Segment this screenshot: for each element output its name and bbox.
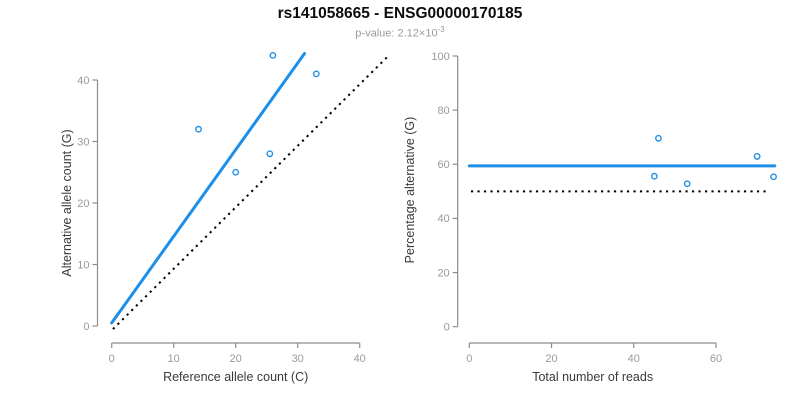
- data-point: [655, 134, 662, 142]
- fitted-line: [110, 52, 307, 325]
- y-tick-label: 10: [77, 259, 89, 271]
- data-point: [195, 125, 202, 133]
- data-point: [269, 52, 277, 59]
- y-tick-label: 20: [77, 198, 89, 210]
- y-tick-label: 40: [77, 75, 89, 87]
- x-tick-label: 20: [545, 353, 557, 365]
- y-tick-label: 60: [437, 159, 449, 171]
- x-tick-label: 30: [292, 353, 304, 365]
- pvalue-text: p-value: 2.12×10: [355, 27, 438, 40]
- data-point: [683, 180, 691, 188]
- data-point: [266, 150, 274, 158]
- y-tick-label: 0: [83, 321, 89, 333]
- y-tick-label: 100: [431, 51, 449, 63]
- y-axis-title: Alternative allele count (G): [60, 129, 74, 276]
- data-point: [312, 70, 320, 78]
- data-point: [232, 168, 240, 176]
- x-tick-label: 0: [109, 353, 115, 365]
- x-tick-label: 10: [168, 353, 180, 365]
- x-tick-label: 0: [466, 353, 472, 365]
- x-tick-label: 40: [354, 353, 366, 365]
- figure-header: rs141058665 - ENSG00000170185 p-value: 2…: [0, 4, 800, 41]
- data-point: [650, 172, 658, 180]
- data-point: [770, 173, 777, 181]
- data-point: [753, 153, 761, 160]
- x-tick-label: 40: [628, 353, 640, 365]
- x-tick-label: 20: [230, 353, 242, 365]
- y-tick-label: 30: [77, 136, 89, 148]
- pvalue-exponent: -3: [437, 25, 445, 34]
- x-axis-title: Reference allele count (C): [163, 370, 308, 384]
- identity-line: [112, 55, 389, 330]
- allele-counts-scatter: 0 10 20 30 40 0 10 20 30 40 Reference allele count…: [60, 52, 389, 384]
- y-tick-label: 20: [437, 267, 449, 279]
- x-tick-label: 60: [710, 353, 722, 365]
- y-axis-title: Percentage alternative (G): [403, 117, 417, 264]
- chart-subtitle: p-value: 2.12×10-3: [0, 23, 800, 41]
- y-tick-label: 0: [444, 322, 450, 334]
- chart-title: rs141058665 - ENSG00000170185: [277, 5, 523, 22]
- percentage-vs-reads-scatter: 0 20 40 60 80 100 0 20 40 60 Total number of reads…: [403, 51, 777, 384]
- y-tick-label: 80: [437, 105, 449, 117]
- y-tick-label: 40: [437, 213, 449, 225]
- x-axis-title: Total number of reads: [532, 370, 653, 384]
